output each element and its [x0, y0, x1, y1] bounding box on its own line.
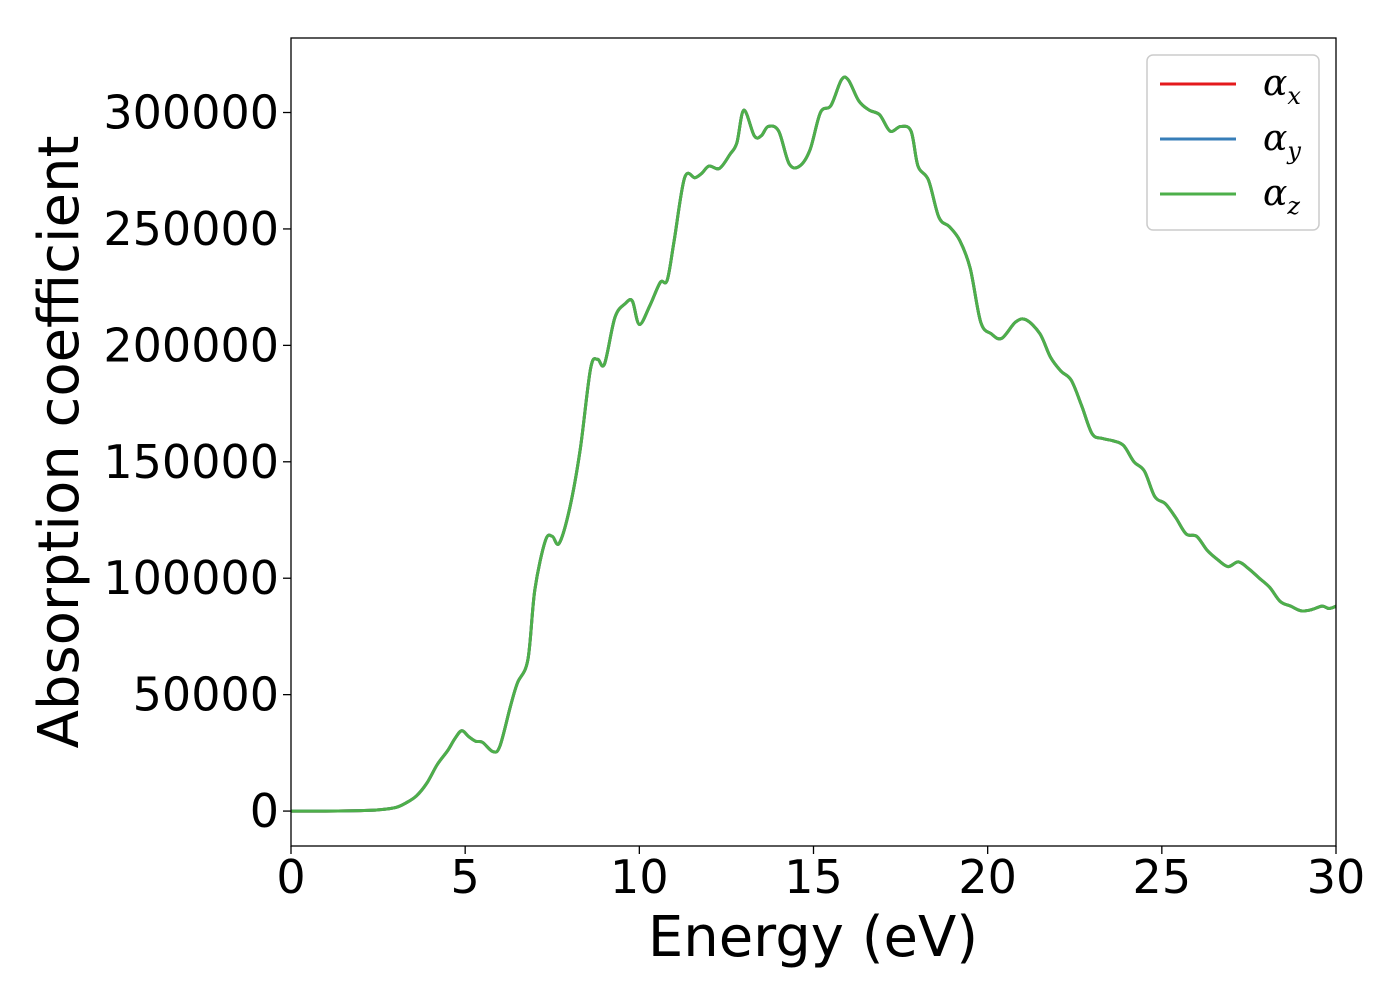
x-tick-label: 10: [610, 850, 669, 904]
y-axis-label: Absorption coefficient: [27, 136, 92, 749]
legend-label-subscript: y: [1286, 137, 1301, 165]
y-tick-label: 100000: [103, 551, 279, 605]
y-tick-label: 50000: [133, 668, 279, 722]
legend-label-symbol: α: [1263, 118, 1287, 159]
x-tick-label: 20: [958, 850, 1017, 904]
y-tick-label: 200000: [103, 318, 279, 372]
legend-box: [1146, 54, 1320, 231]
x-tick-label: 0: [276, 850, 305, 904]
y-axis-ticks: 0 50000 100000 150000 200000 250000 300000: [103, 86, 291, 838]
x-tick-label: 30: [1307, 850, 1366, 904]
x-tick-label: 25: [1133, 850, 1192, 904]
legend-label-subscript: x: [1287, 82, 1301, 110]
x-axis-label: Energy (eV): [648, 905, 978, 970]
y-tick-label: 300000: [103, 86, 279, 140]
y-tick-label: 150000: [103, 435, 279, 489]
legend-label-symbol: α: [1263, 173, 1287, 214]
x-axis-ticks: 0 5 10 15 20 25 30: [276, 846, 1365, 904]
legend-label-alpha-z: αz: [1263, 173, 1300, 220]
series-lines: [290, 75, 1337, 813]
legend-label-alpha-y: αy: [1263, 118, 1301, 165]
series-line-alpha-z: [290, 75, 1337, 813]
x-tick-label: 15: [784, 850, 843, 904]
legend-label-alpha-x: αx: [1263, 63, 1301, 110]
legend-label-symbol: α: [1263, 63, 1287, 104]
x-tick-label: 5: [451, 850, 480, 904]
y-tick-label: 0: [250, 784, 279, 838]
legend-label-subscript: z: [1286, 192, 1300, 220]
y-tick-label: 250000: [103, 202, 279, 256]
